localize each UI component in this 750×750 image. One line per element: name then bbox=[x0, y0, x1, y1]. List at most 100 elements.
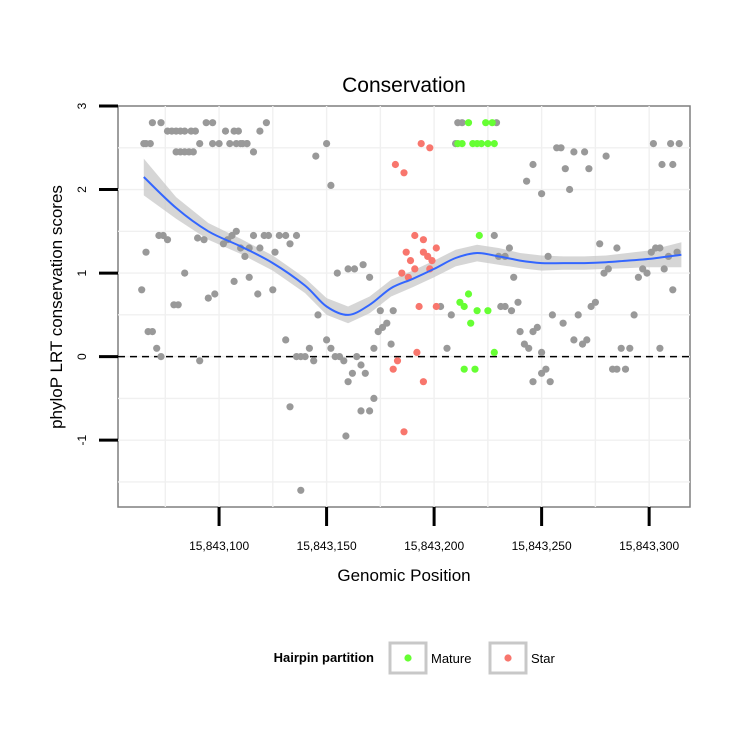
point-mature bbox=[490, 140, 498, 148]
point-other bbox=[669, 160, 677, 169]
point-other bbox=[583, 336, 591, 344]
point-mature bbox=[475, 231, 483, 240]
point-other bbox=[344, 378, 352, 386]
point-mature bbox=[488, 119, 496, 127]
point-other bbox=[557, 144, 565, 152]
point-other bbox=[510, 273, 518, 281]
point-other bbox=[501, 302, 509, 311]
y-tick-label: 1 bbox=[75, 269, 89, 276]
point-star bbox=[413, 348, 421, 356]
point-other bbox=[447, 311, 455, 319]
point-other bbox=[348, 369, 356, 377]
point-other bbox=[574, 311, 582, 319]
point-other bbox=[357, 361, 365, 369]
smooth-line bbox=[143, 176, 682, 316]
point-other bbox=[327, 181, 335, 189]
point-other bbox=[634, 273, 643, 281]
point-other bbox=[656, 244, 664, 252]
point-mature bbox=[458, 140, 466, 148]
point-other bbox=[245, 273, 253, 281]
x-tick-label: 15,843,300 bbox=[619, 539, 679, 553]
point-other bbox=[342, 432, 350, 440]
point-other bbox=[366, 407, 374, 415]
point-other bbox=[174, 301, 182, 309]
point-other bbox=[548, 311, 557, 319]
point-other bbox=[340, 357, 348, 365]
legend: Hairpin partition Mature Star bbox=[274, 641, 556, 675]
x-tick-label: 15,843,200 bbox=[404, 539, 464, 553]
point-other bbox=[237, 140, 245, 148]
point-other bbox=[387, 340, 395, 348]
point-other bbox=[570, 148, 578, 156]
point-star bbox=[432, 244, 440, 252]
point-other bbox=[529, 160, 537, 169]
point-other bbox=[514, 298, 522, 306]
point-star bbox=[389, 365, 397, 373]
x-axis-label: Genomic Position bbox=[337, 566, 470, 585]
point-other bbox=[458, 119, 466, 127]
point-other bbox=[256, 127, 264, 135]
point-other bbox=[181, 269, 189, 277]
point-other bbox=[327, 344, 335, 352]
point-other bbox=[383, 319, 391, 327]
point-other bbox=[200, 236, 208, 244]
point-other bbox=[243, 140, 251, 148]
point-other bbox=[138, 286, 146, 294]
point-other bbox=[148, 119, 156, 127]
point-other bbox=[333, 269, 341, 277]
point-star bbox=[419, 236, 427, 244]
point-star bbox=[393, 357, 402, 365]
point-other bbox=[490, 231, 498, 240]
point-other bbox=[660, 265, 668, 273]
y-tick-label: -1 bbox=[75, 435, 89, 446]
point-other bbox=[538, 348, 546, 356]
point-other bbox=[209, 140, 217, 148]
point-other bbox=[376, 307, 384, 315]
point-other bbox=[234, 127, 242, 135]
point-other bbox=[292, 231, 301, 240]
point-other bbox=[366, 273, 374, 281]
point-other bbox=[232, 227, 240, 235]
point-other bbox=[525, 344, 533, 352]
point-other bbox=[673, 248, 681, 256]
point-other bbox=[297, 486, 305, 494]
legend-dot-star bbox=[504, 654, 512, 662]
x-axis-ticks: 15,843,100 15,843,150 15,843,200 15,843,250… bbox=[189, 507, 679, 553]
plot-panel bbox=[117, 105, 691, 508]
point-other bbox=[256, 244, 264, 252]
point-other bbox=[211, 290, 219, 298]
point-other bbox=[675, 140, 683, 148]
point-other bbox=[241, 252, 249, 260]
point-other bbox=[148, 328, 156, 336]
point-other bbox=[275, 231, 283, 240]
point-other bbox=[570, 336, 578, 344]
point-other bbox=[202, 119, 210, 127]
point-other bbox=[529, 378, 537, 386]
point-star bbox=[398, 269, 406, 277]
point-star bbox=[406, 257, 415, 265]
point-other bbox=[262, 119, 270, 127]
point-other bbox=[546, 378, 554, 386]
point-other bbox=[314, 311, 322, 319]
point-other bbox=[196, 140, 204, 148]
point-star bbox=[400, 428, 408, 436]
point-other bbox=[163, 236, 172, 244]
point-other bbox=[194, 234, 202, 242]
point-other bbox=[215, 140, 223, 148]
point-other bbox=[538, 369, 546, 377]
point-other bbox=[230, 277, 238, 285]
point-other bbox=[350, 265, 359, 273]
point-other bbox=[613, 365, 621, 373]
point-star bbox=[402, 248, 410, 256]
point-other bbox=[591, 298, 600, 306]
point-other bbox=[221, 127, 230, 135]
point-other bbox=[204, 294, 212, 302]
point-other bbox=[191, 127, 199, 135]
x-tick-label: 15,843,250 bbox=[512, 539, 572, 553]
point-other bbox=[643, 269, 651, 277]
point-other bbox=[249, 231, 258, 240]
point-other bbox=[630, 311, 638, 319]
point-other bbox=[538, 190, 546, 198]
point-star bbox=[400, 169, 408, 177]
